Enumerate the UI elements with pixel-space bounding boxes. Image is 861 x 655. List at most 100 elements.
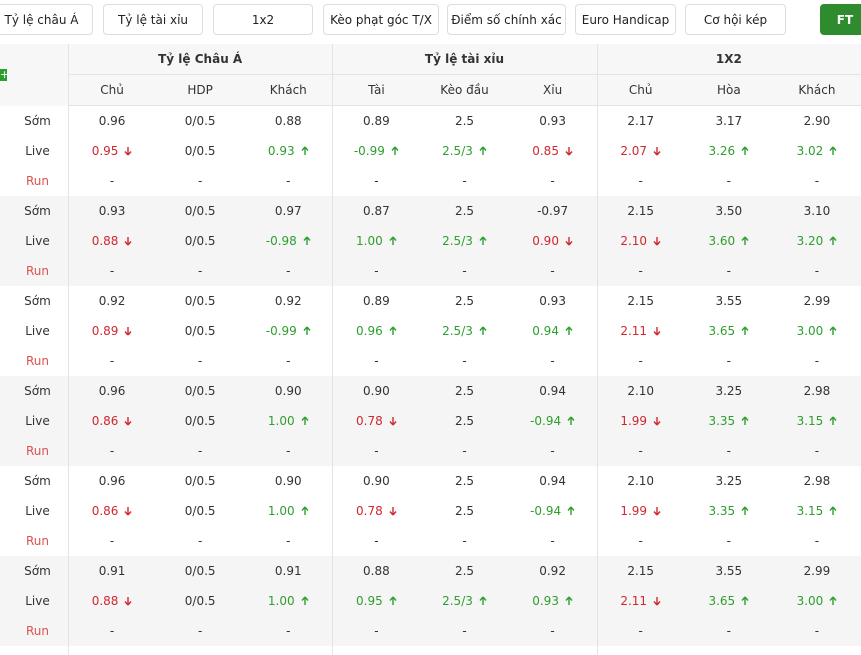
odds-value: 0.78 — [356, 504, 383, 518]
odds-cell: 2.5 — [454, 414, 475, 428]
tab[interactable]: Tỷ lệ châu Á — [0, 4, 93, 35]
expand-icon[interactable]: + — [0, 68, 10, 81]
odds-cell: 3.15 — [773, 496, 861, 526]
odds-cell: 0.88 — [68, 226, 156, 256]
odds-cell: - — [374, 534, 379, 548]
odds-cell: 0.96 — [98, 114, 126, 128]
odds-cell: 0.93 — [98, 204, 126, 218]
odds-cell: 0.92 — [274, 294, 302, 308]
tab[interactable]: Euro Handicap — [575, 4, 676, 35]
trend-arrow — [829, 236, 837, 245]
trend-arrow — [741, 236, 749, 245]
odds-cell: 3.55 — [715, 294, 743, 308]
odds-value: 0.93 — [267, 144, 295, 158]
tab[interactable]: Điểm số chính xác — [447, 4, 566, 35]
odds-value: 0.88 — [91, 594, 119, 608]
trend-arrow — [829, 146, 837, 155]
odds-cell: 0.89 — [363, 294, 390, 308]
odds-value: 3.35 — [708, 504, 736, 518]
trend-arrow — [389, 326, 397, 335]
odds-value: 2.5/3 — [442, 144, 473, 158]
odds-cell: - — [109, 354, 115, 368]
block-bg — [0, 556, 861, 646]
column-header: HDP — [156, 75, 245, 106]
tab[interactable]: Tỷ lệ tài xỉu — [103, 4, 203, 35]
row-label: Run — [25, 624, 49, 638]
odds-cell: - — [374, 444, 379, 458]
tab[interactable]: FT — [820, 4, 861, 35]
odds-cell: -0.94 — [509, 406, 597, 436]
tab[interactable]: 1x2 — [213, 4, 313, 35]
odds-cell: 2.07 — [597, 136, 685, 166]
odds-value: 0.78 — [356, 414, 383, 428]
trend-arrow — [741, 146, 749, 155]
odds-value: -0.94 — [530, 414, 562, 428]
odds-value: 1.00 — [356, 234, 383, 248]
odds-cell: - — [814, 444, 820, 458]
odds-cell: 1.00 — [244, 586, 332, 616]
odds-cell: 0.96 — [332, 316, 420, 346]
odds-cell: 2.98 — [803, 384, 831, 398]
odds-value: 3.00 — [796, 594, 824, 608]
odds-cell: 2.5/3 — [420, 586, 508, 616]
trend-arrow — [301, 506, 309, 515]
trend-arrow — [829, 506, 837, 515]
odds-value: 2.07 — [620, 144, 648, 158]
row-label: Run — [25, 354, 49, 368]
odds-cell: 0.90 — [274, 384, 302, 398]
odds-cell: 0.92 — [539, 564, 566, 578]
row-label: Run — [25, 264, 49, 278]
tab[interactable]: Cơ hội kép — [685, 4, 786, 35]
odds-cell: 2.17 — [627, 114, 655, 128]
trend-arrow — [301, 596, 309, 605]
odds-cell: - — [197, 174, 203, 188]
odds-cell: 0.95 — [332, 586, 420, 616]
odds-cell: - — [197, 444, 203, 458]
odds-cell: - — [462, 354, 467, 368]
column-divider — [68, 44, 69, 655]
odds-cell: - — [462, 534, 467, 548]
odds-cell: - — [726, 174, 731, 188]
trend-arrow — [653, 417, 661, 426]
odds-cell: - — [638, 264, 643, 278]
odds-cell: 0/0.5 — [184, 414, 216, 428]
odds-value: -0.94 — [530, 504, 562, 518]
odds-value: -0.98 — [265, 234, 297, 248]
odds-cell: - — [638, 174, 643, 188]
trend-arrow — [741, 506, 749, 515]
odds-cell: 0/0.5 — [184, 144, 216, 158]
odds-value: 0.93 — [532, 594, 559, 608]
odds-cell: 0.96 — [98, 384, 126, 398]
odds-cell: 2.15 — [627, 294, 655, 308]
odds-cell: - — [286, 264, 291, 278]
odds-value: 3.20 — [796, 234, 824, 248]
odds-cell: - — [550, 624, 555, 638]
odds-cell: 2.15 — [627, 564, 655, 578]
odds-cell: 3.10 — [803, 204, 831, 218]
group-header: 1X2 — [596, 44, 861, 75]
trend-arrow — [389, 596, 397, 605]
odds-cell: 2.10 — [627, 384, 655, 398]
odds-cell: - — [726, 624, 731, 638]
odds-cell: - — [814, 354, 820, 368]
row-label: Run — [25, 174, 49, 188]
odds-cell: 3.35 — [685, 496, 773, 526]
trend-arrow — [653, 237, 661, 246]
odds-value: 1.00 — [267, 414, 295, 428]
block-bg — [0, 376, 861, 466]
odds-cell: 1.00 — [332, 226, 420, 256]
odds-value: 2.5/3 — [442, 594, 473, 608]
odds-cell: 0/0.5 — [184, 564, 216, 578]
odds-cell: 2.10 — [627, 474, 655, 488]
trend-arrow — [829, 416, 837, 425]
odds-cell: -0.99 — [332, 136, 420, 166]
odds-cell: - — [197, 534, 203, 548]
odds-value: 3.02 — [796, 144, 824, 158]
column-header: Khách — [772, 75, 861, 106]
odds-cell: 3.50 — [715, 204, 743, 218]
odds-cell: 1.00 — [244, 406, 332, 436]
tab[interactable]: Kèo phạt góc T/X — [323, 4, 439, 35]
odds-cell: 0.90 — [509, 226, 597, 256]
trend-arrow — [303, 326, 311, 335]
odds-cell: - — [286, 624, 291, 638]
